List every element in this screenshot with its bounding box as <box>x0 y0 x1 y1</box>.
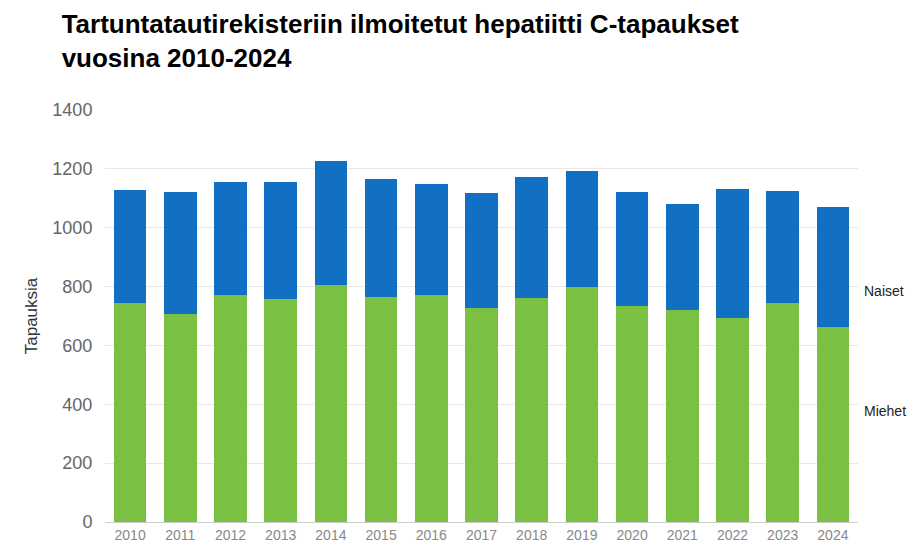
svg-text:600: 600 <box>62 336 92 356</box>
svg-text:2016: 2016 <box>416 527 447 543</box>
svg-text:Naiset: Naiset <box>864 283 904 299</box>
svg-text:Tartuntatautirekisteriin ilmoi: Tartuntatautirekisteriin ilmoitetut hepa… <box>62 9 739 73</box>
svg-text:2013: 2013 <box>265 527 296 543</box>
svg-text:2014: 2014 <box>315 527 346 543</box>
svg-text:Tapauksia: Tapauksia <box>22 277 41 354</box>
svg-text:400: 400 <box>62 395 92 415</box>
svg-text:800: 800 <box>62 277 92 297</box>
svg-text:2011: 2011 <box>165 527 195 543</box>
svg-text:0: 0 <box>82 512 92 532</box>
svg-text:1000: 1000 <box>52 218 92 238</box>
svg-text:2018: 2018 <box>516 527 547 543</box>
svg-text:2021: 2021 <box>667 527 698 543</box>
svg-text:2020: 2020 <box>617 527 648 543</box>
svg-text:1200: 1200 <box>52 159 92 179</box>
svg-text:Miehet: Miehet <box>864 403 906 419</box>
svg-text:2019: 2019 <box>566 527 597 543</box>
svg-text:2015: 2015 <box>366 527 397 543</box>
svg-text:2012: 2012 <box>215 527 246 543</box>
svg-text:2017: 2017 <box>466 527 497 543</box>
svg-text:200: 200 <box>62 453 92 473</box>
svg-text:2010: 2010 <box>115 527 146 543</box>
svg-text:2022: 2022 <box>717 527 748 543</box>
svg-text:2023: 2023 <box>767 527 798 543</box>
svg-text:2024: 2024 <box>817 527 848 543</box>
svg-text:1400: 1400 <box>52 100 92 120</box>
